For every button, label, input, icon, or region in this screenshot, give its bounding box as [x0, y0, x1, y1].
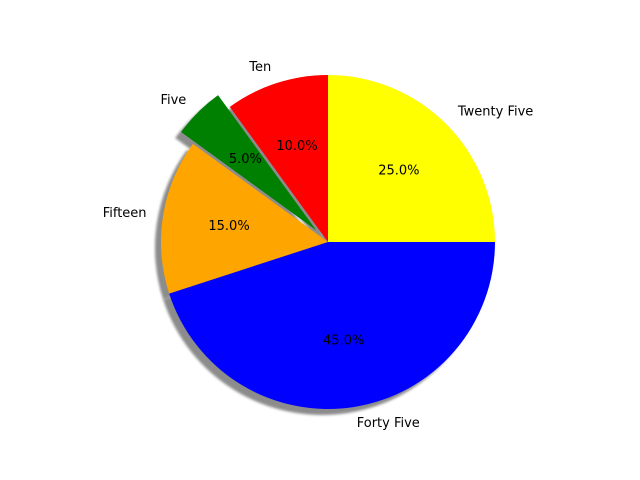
pct-ten: 10.0%: [276, 139, 317, 154]
label-fifteen: Fifteen: [103, 206, 147, 221]
label-ten: Ten: [248, 60, 271, 75]
pct-fifteen: 15.0%: [208, 219, 249, 234]
pct-twenty-five: 25.0%: [378, 164, 419, 179]
pct-five: 5.0%: [229, 152, 262, 167]
slices: [161, 75, 495, 410]
pct-forty-five: 45.0%: [323, 333, 364, 348]
slice-ten: [229, 75, 328, 242]
slice-labels: Ten Five Fifteen Forty Five Twenty Five: [103, 60, 534, 431]
label-five: Five: [160, 93, 186, 108]
slice-forty-five: [169, 242, 495, 410]
slice-twenty-five: [328, 75, 495, 242]
slice-fifteen: [161, 143, 328, 294]
label-forty-five: Forty Five: [357, 416, 420, 431]
label-twenty-five: Twenty Five: [457, 105, 533, 120]
slice-five: [181, 95, 317, 231]
percent-labels: 10.0% 5.0% 15.0% 45.0% 25.0%: [208, 139, 419, 348]
